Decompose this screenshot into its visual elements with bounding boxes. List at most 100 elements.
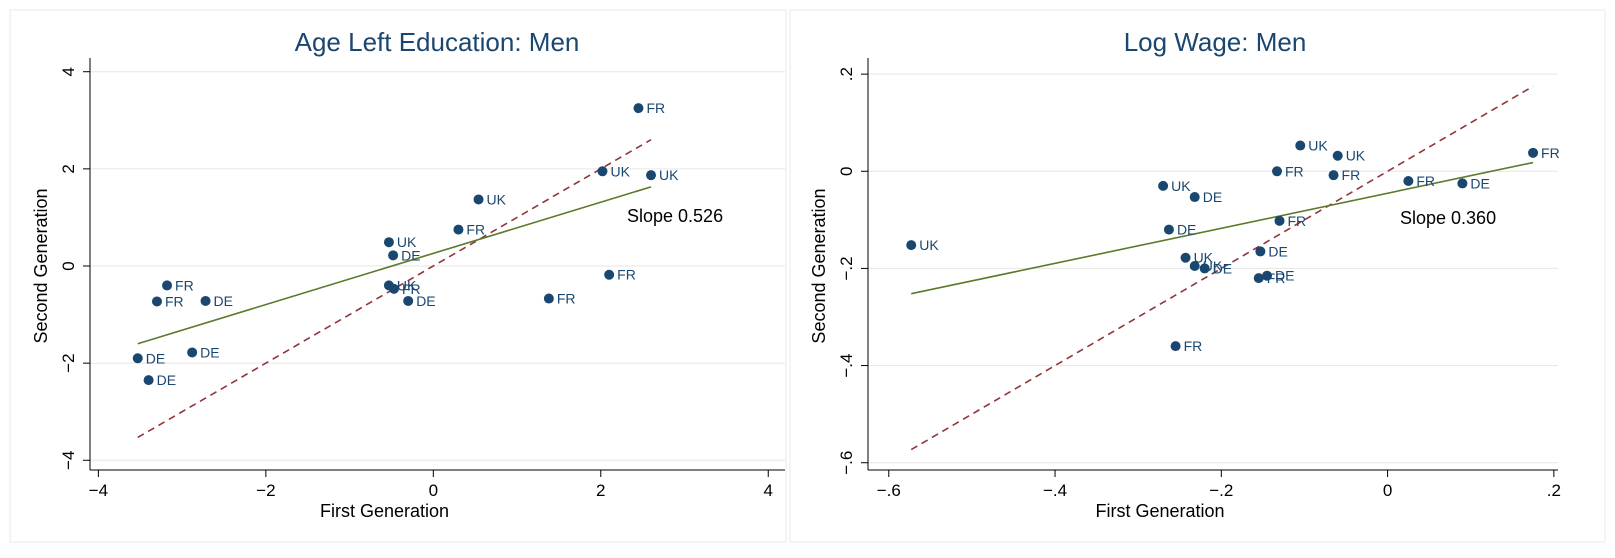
data-point-label: DE — [214, 293, 233, 309]
data-point — [388, 283, 399, 294]
y-tick-label: −2 — [59, 353, 78, 372]
data-point — [543, 293, 554, 304]
data-point-label: DE — [1470, 175, 1489, 191]
panel-background — [9, 9, 787, 543]
fit-line — [137, 186, 652, 345]
data-point-label: FR — [617, 267, 636, 283]
chart-title: Log Wage: Men — [1124, 27, 1307, 57]
y-tick-label: −.2 — [837, 256, 856, 280]
data-point-label: DE — [157, 372, 176, 388]
data-point-label: FR — [165, 293, 184, 309]
fit-line — [911, 161, 1534, 295]
data-point — [1272, 166, 1283, 177]
data-point — [1403, 176, 1414, 186]
reference-line — [137, 139, 652, 439]
data-point — [1332, 150, 1343, 161]
data-point — [200, 295, 211, 306]
y-tick-label: −4 — [59, 451, 78, 470]
x-tick-label: 4 — [764, 481, 773, 500]
data-point-label: FR — [402, 281, 421, 297]
chart-title: Age Left Education: Men — [295, 27, 580, 57]
data-point-label: UK — [610, 163, 630, 179]
data-point — [453, 224, 464, 235]
data-point — [1255, 246, 1266, 257]
y-tick-label: .2 — [837, 67, 856, 81]
data-point — [1328, 170, 1339, 181]
x-tick-label: −.2 — [1209, 481, 1233, 500]
slope-annotation: Slope 0.360 — [1400, 208, 1496, 228]
data-point-label: UK — [397, 277, 417, 293]
chart-panel-log-wage: −.6 −.4 −.2 0 .2 −.6 −.4 −.2 0 .2 First Generation… — [789, 9, 1606, 543]
data-point-label: UK — [659, 167, 679, 183]
data-point-label: DE — [1268, 243, 1287, 259]
x-axis-label: First Generation — [320, 501, 449, 521]
data-point-label: UK — [397, 234, 417, 250]
x-tick-label: −4 — [89, 481, 108, 500]
y-tick-label: 0 — [59, 261, 78, 270]
data-point-label: FR — [175, 277, 194, 293]
data-point-label: FR — [1288, 213, 1307, 229]
data-point-label: FR — [1416, 173, 1435, 189]
data-point-label: UK — [487, 191, 507, 207]
x-tick-label: −.4 — [1043, 481, 1067, 500]
data-point-label: DE — [401, 247, 420, 263]
data-point-label: DE — [1203, 189, 1222, 205]
data-point-label: DE — [1275, 268, 1294, 284]
data-point — [604, 269, 615, 280]
data-point-label: DE — [146, 350, 165, 366]
data-point — [1180, 252, 1191, 263]
data-point — [388, 250, 399, 261]
data-point — [1528, 147, 1539, 158]
x-tick-label: −.6 — [877, 481, 901, 500]
data-point — [187, 347, 198, 358]
y-tick-label: 2 — [59, 164, 78, 173]
data-point-label: UK — [1346, 148, 1366, 164]
data-point — [906, 240, 917, 251]
y-tick-label: 0 — [837, 167, 856, 176]
data-point — [383, 237, 394, 248]
data-point-label: UK — [1194, 250, 1214, 266]
data-point — [1274, 215, 1285, 226]
data-point — [403, 295, 414, 306]
data-point-label: DE — [1213, 260, 1232, 276]
y-tick-label: −.4 — [837, 354, 856, 378]
y-axis-label: Second Generation — [809, 188, 829, 343]
data-point-label: FR — [557, 291, 576, 307]
data-point — [132, 353, 143, 364]
data-point — [1262, 270, 1273, 281]
chart-panel-age-left-education: −4 −2 0 2 4 −4 −2 0 2 4 First Generation Second Gen… — [9, 9, 787, 543]
data-point-label: FR — [646, 100, 665, 116]
x-tick-label: 0 — [1383, 481, 1392, 500]
data-point — [1189, 192, 1200, 203]
x-tick-label: 0 — [429, 481, 438, 500]
data-point-label: DE — [1177, 222, 1196, 238]
x-tick-label: −2 — [256, 481, 275, 500]
data-point — [151, 296, 162, 307]
data-point-label: DE — [200, 344, 219, 360]
data-point — [1199, 263, 1210, 274]
data-point — [162, 280, 173, 291]
data-point-label: UK — [919, 237, 939, 253]
data-point-label: UK — [1308, 138, 1328, 154]
y-tick-label: −.6 — [837, 451, 856, 475]
data-point — [1158, 180, 1169, 191]
x-tick-label: 2 — [596, 481, 605, 500]
x-axis-label: First Generation — [1095, 501, 1224, 521]
data-point — [143, 375, 154, 386]
x-tick-label: .2 — [1547, 481, 1561, 500]
data-point — [1170, 341, 1181, 352]
data-point-label: FR — [466, 222, 485, 238]
data-point — [646, 170, 657, 181]
data-point — [597, 166, 608, 177]
data-point-label: DE — [416, 293, 435, 309]
data-point — [1253, 273, 1264, 284]
panel-background — [789, 9, 1606, 543]
data-point-label: FR — [1342, 167, 1361, 183]
data-point-label: UK — [1171, 178, 1191, 194]
reference-line — [910, 85, 1534, 451]
data-point — [1189, 261, 1200, 271]
data-point-label: FR — [1184, 338, 1203, 354]
data-point — [473, 194, 484, 205]
slope-annotation: Slope 0.526 — [627, 206, 723, 226]
y-axis-label: Second Generation — [31, 188, 51, 343]
